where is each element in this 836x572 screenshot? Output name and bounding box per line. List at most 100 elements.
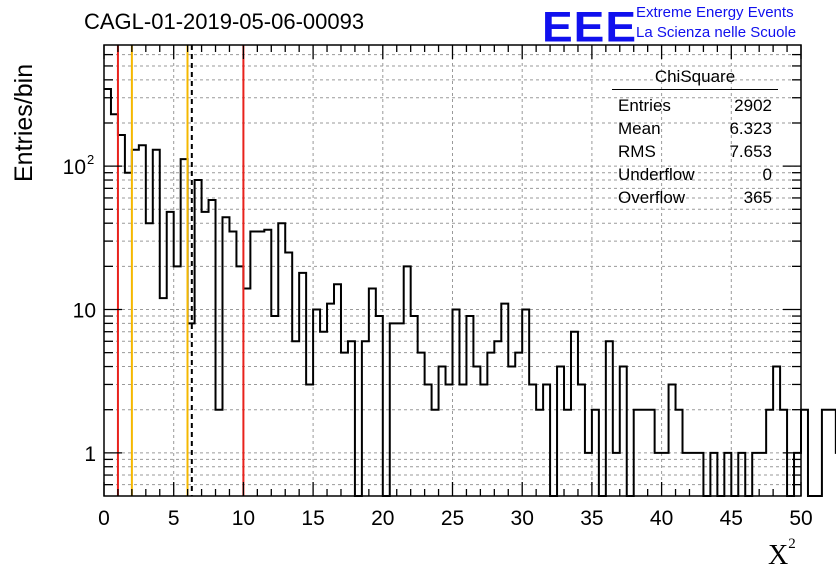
histogram-bin	[104, 89, 111, 496]
histogram-bin	[111, 114, 118, 496]
stats-value: 6.323	[729, 119, 772, 138]
histogram-bin	[529, 384, 536, 496]
histogram-bin	[494, 341, 501, 496]
histogram-bin	[334, 284, 341, 496]
histogram-bin	[829, 410, 836, 496]
histogram-bin	[613, 453, 620, 496]
histogram-bin	[376, 316, 383, 496]
y-tick-label: 10	[63, 156, 86, 179]
histogram-bin	[369, 289, 376, 496]
histogram-bin	[766, 410, 773, 496]
histogram-bin	[271, 316, 278, 496]
histogram-bin	[738, 453, 745, 496]
stats-label: RMS	[618, 142, 656, 161]
logo-caption-line2: La Scienza nelle Scuole	[636, 24, 797, 41]
stats-value: 365	[743, 188, 772, 207]
x-tick-label: 25	[441, 507, 464, 530]
y-tick-label-exponent: 2	[87, 152, 94, 167]
histogram-bin	[606, 341, 613, 496]
histogram-bin	[153, 150, 160, 496]
histogram-bin	[689, 453, 696, 496]
stats-box: ChiSquare Entries 2902 Mean 6.323 RMS 7.653…	[612, 67, 778, 209]
histogram-bin	[327, 304, 334, 496]
histogram-bin	[146, 223, 153, 496]
histogram-bin	[425, 384, 432, 496]
histogram-bin	[285, 252, 292, 496]
histogram-bin	[174, 266, 181, 496]
x-tick-label: 30	[511, 507, 534, 530]
logo-caption-line1: Extreme Energy Events	[636, 4, 794, 21]
histogram-bin	[515, 353, 522, 496]
x-axis-label-text: X	[768, 540, 789, 571]
histogram-layer	[104, 88, 836, 497]
x-tick-label: 35	[580, 507, 603, 530]
histogram-bin	[578, 384, 585, 496]
x-tick-label: 15	[301, 507, 324, 530]
histogram-bin	[411, 316, 418, 496]
histogram-bin	[432, 410, 439, 496]
stats-row: Mean 6.323	[612, 117, 778, 140]
histogram-bin	[634, 410, 641, 496]
stats-label: Overflow	[618, 188, 686, 207]
histogram-bin	[648, 410, 655, 496]
histogram-bin	[480, 384, 487, 496]
histogram-bin	[655, 453, 662, 496]
histogram-bin	[167, 212, 174, 496]
x-tick-label: 45	[720, 507, 743, 530]
histogram-bin	[522, 309, 529, 496]
histogram-bin	[292, 341, 299, 496]
histogram-bin	[620, 367, 627, 496]
histogram-bin	[243, 289, 250, 496]
histogram-bin	[348, 341, 355, 496]
stats-value: 0	[762, 165, 772, 184]
histogram-bin	[557, 367, 564, 496]
histogram-bin	[466, 316, 473, 496]
histogram-bin	[264, 230, 271, 496]
histogram-bin	[473, 367, 480, 496]
histogram-bin	[125, 173, 132, 496]
y-tick-label: 1	[84, 443, 96, 466]
histogram-bin	[696, 453, 703, 496]
axis-ticks	[103, 45, 802, 496]
histogram-bin	[278, 223, 285, 496]
histogram-bin	[236, 266, 243, 496]
histogram-bin	[676, 410, 683, 496]
histogram-bin	[564, 410, 571, 496]
x-axis-label: X2	[768, 536, 796, 572]
x-tick-label: 5	[168, 507, 180, 530]
histogram-bin	[446, 384, 453, 496]
eee-logo: EEE	[542, 2, 638, 51]
stats-row: Overflow 365	[612, 186, 778, 209]
histogram-bin	[459, 384, 466, 496]
histogram-bin	[724, 453, 731, 496]
histogram-bin	[592, 410, 599, 496]
histogram-bin	[773, 367, 780, 496]
histogram-bin	[418, 353, 425, 496]
histogram-bin	[216, 410, 223, 496]
histogram-bin	[160, 298, 167, 496]
stats-row: Entries 2902	[612, 94, 778, 117]
histogram-bin	[118, 135, 125, 496]
stats-label: Mean	[618, 119, 661, 138]
histogram-bin	[571, 332, 578, 496]
histogram-bin	[662, 453, 669, 496]
histogram-bin	[585, 453, 592, 496]
histogram-bin	[362, 341, 369, 496]
stats-box-title: ChiSquare	[612, 67, 778, 90]
y-axis-label: Entries/bin	[10, 63, 38, 182]
histogram-bin	[453, 309, 460, 496]
histogram-bin	[536, 410, 543, 496]
histogram-bin	[257, 232, 264, 496]
stats-row: RMS 7.653	[612, 140, 778, 163]
chart-title: CAGL-01-2019-05-06-00093	[84, 9, 365, 34]
histogram-bin	[139, 145, 146, 496]
histogram-bin	[132, 150, 139, 496]
histogram-bin	[222, 217, 229, 496]
histogram-bin	[669, 384, 676, 496]
stats-label: Entries	[618, 96, 671, 115]
reference-lines	[116, 45, 245, 496]
histogram-bin	[209, 200, 216, 496]
y-tick-label: 10	[73, 299, 96, 322]
